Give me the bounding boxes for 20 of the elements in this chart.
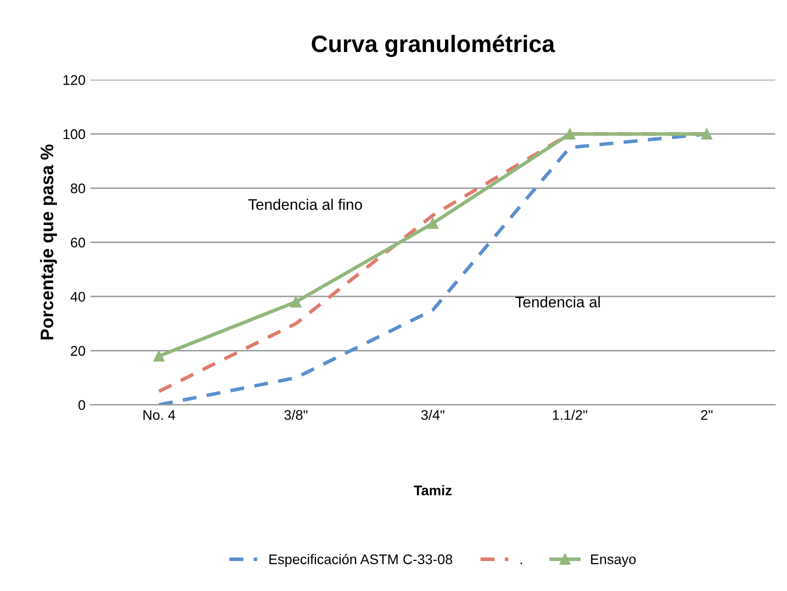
x-tick-label: 2" <box>701 410 712 420</box>
y-tick-label: 100 <box>64 129 86 140</box>
x-tick-label: 3/4" <box>421 410 444 420</box>
y-axis-title: Porcentaje que pasa % <box>40 144 57 340</box>
x-tick-label: No. 4 <box>144 410 176 420</box>
y-tick-label: 0 <box>78 400 86 410</box>
chart-title: Curva granulométrica <box>312 34 556 58</box>
x-tick-label: 3/8" <box>284 410 308 420</box>
y-tick-label: 120 <box>64 75 86 85</box>
y-tick-label: 40 <box>70 292 86 302</box>
legend-label: Ensayo <box>591 554 636 567</box>
annotation: Tendencia al <box>515 296 600 308</box>
annotation: Tendencia al fino <box>248 198 362 210</box>
x-tick-label: 1.1/2" <box>552 410 588 420</box>
y-tick-label: 80 <box>70 183 86 194</box>
legend-label: . <box>520 562 522 564</box>
y-tick-label: 60 <box>70 238 86 248</box>
legend-label: Especificación ASTM C-33-08 <box>269 554 452 567</box>
x-axis-title: Tamiz <box>414 485 452 496</box>
y-tick-label: 20 <box>70 346 86 356</box>
